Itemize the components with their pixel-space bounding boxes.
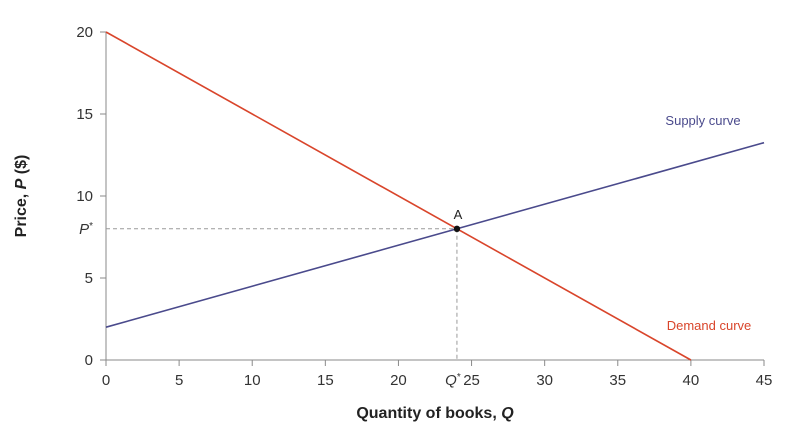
equilibrium-price-tick-label: P* — [79, 221, 93, 238]
y-axis-title: Price, P ($) — [13, 155, 30, 238]
x-tick-label: 25 — [463, 372, 480, 389]
y-axis-title-unit: ($) — [13, 155, 30, 179]
y-axis-title-text: Price, — [13, 189, 30, 237]
pstar-var: P — [79, 221, 89, 238]
equilibrium-point-label: A — [454, 207, 463, 222]
x-tick-label: 45 — [756, 372, 773, 389]
equilibrium-point — [453, 225, 461, 232]
y-tick-label: 20 — [76, 24, 93, 41]
y-axis-title-var: P — [13, 178, 30, 189]
pstar-sup: * — [89, 221, 93, 232]
x-axis-title-text: Quantity of books, — [356, 405, 501, 422]
x-axis-ticks: 0 5 10 15 20 25 30 35 40 45 — [102, 360, 773, 389]
x-axis-title: Quantity of books, Q — [356, 405, 514, 422]
y-tick-label: 5 — [85, 270, 93, 287]
qstar-sup: * — [457, 372, 461, 383]
demand-curve-line — [105, 31, 692, 361]
supply-curve-line — [105, 141, 765, 328]
x-axis-title-var: Q — [501, 405, 514, 422]
x-tick-label: 20 — [390, 372, 407, 389]
x-tick-label: 30 — [536, 372, 553, 389]
y-tick-label: 15 — [76, 106, 93, 123]
x-tick-label: 10 — [244, 372, 261, 389]
demand-curve-label: Demand curve — [667, 318, 752, 333]
x-tick-label: 5 — [175, 372, 183, 389]
y-tick-label: 0 — [85, 352, 93, 369]
supply-curve-label: Supply curve — [665, 113, 740, 128]
y-tick-label: 10 — [76, 188, 93, 205]
x-tick-label: 0 — [102, 372, 110, 389]
y-axis-ticks: 0 5 10 15 20 — [76, 24, 106, 369]
equilibrium-quantity-tick-label: Q* — [445, 372, 461, 389]
chart-series: Supply curve Demand curve — [105, 31, 765, 361]
qstar-var: Q — [445, 372, 457, 389]
x-tick-label: 15 — [317, 372, 334, 389]
x-tick-label: 35 — [609, 372, 626, 389]
x-tick-label: 40 — [683, 372, 700, 389]
